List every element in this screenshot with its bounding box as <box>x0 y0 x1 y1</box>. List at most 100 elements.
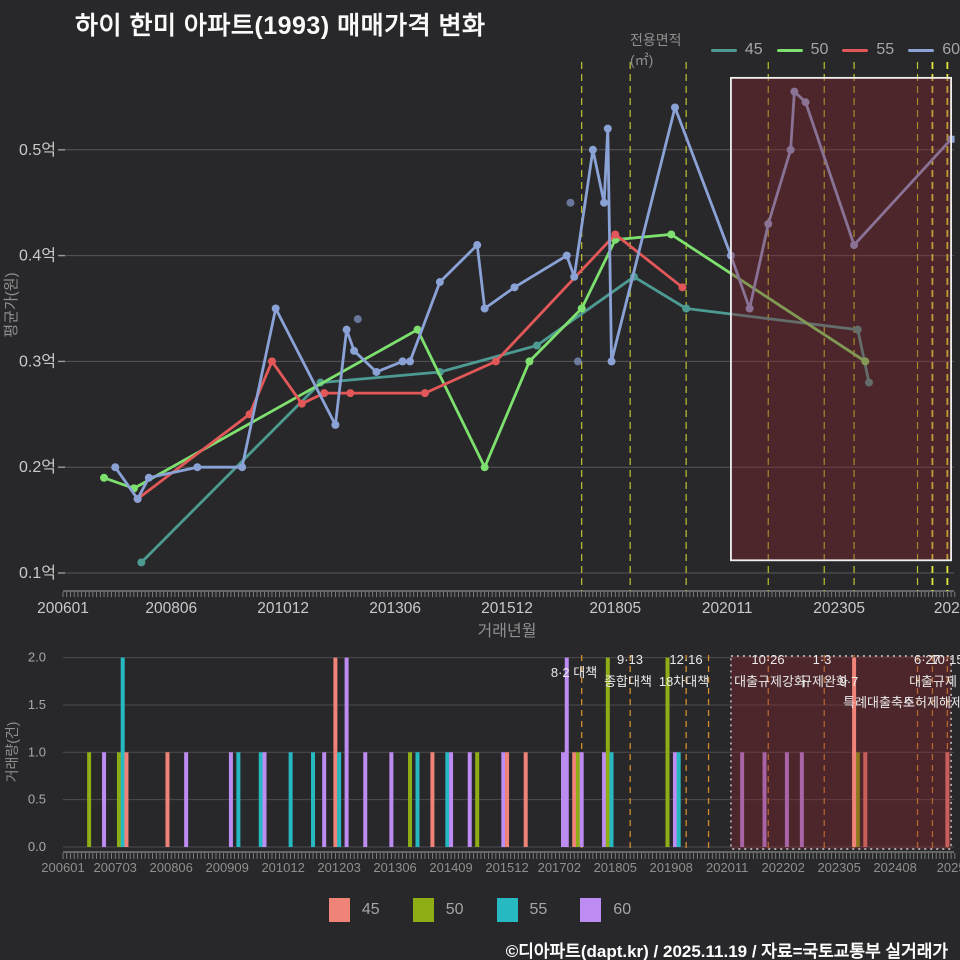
data-point-60[interactable] <box>510 283 519 292</box>
data-point-55[interactable] <box>420 389 429 398</box>
volume-bar-60[interactable] <box>672 752 677 847</box>
data-point-60[interactable] <box>480 304 489 313</box>
data-point-55[interactable] <box>267 357 276 366</box>
volume-bar-45[interactable] <box>505 752 510 847</box>
data-point-60[interactable] <box>372 367 381 376</box>
data-point-50[interactable] <box>667 230 676 239</box>
volume-bar-55[interactable] <box>311 752 316 847</box>
data-point-50[interactable] <box>100 473 109 482</box>
volume-bar-45[interactable] <box>165 752 170 847</box>
volume-bar-55[interactable] <box>609 752 614 847</box>
volume-bar-60[interactable] <box>449 752 454 847</box>
volume-bar-45[interactable] <box>572 752 577 847</box>
data-point-60[interactable] <box>670 103 679 112</box>
lone-data-point-60[interactable] <box>566 198 575 207</box>
volume-bar-60[interactable] <box>564 657 569 847</box>
lone-data-point-60[interactable] <box>353 315 362 324</box>
data-point-60[interactable] <box>144 473 153 482</box>
data-point-60[interactable] <box>398 357 407 366</box>
volume-bar-60[interactable] <box>363 752 368 847</box>
data-point-60[interactable] <box>238 463 247 472</box>
data-point-60[interactable] <box>133 494 142 503</box>
bar-legend-item-50[interactable]: 50 <box>412 898 464 922</box>
volume-bar-60[interactable] <box>467 752 472 847</box>
data-point-45[interactable] <box>137 558 146 567</box>
lone-data-point-60[interactable] <box>573 357 582 366</box>
volume-bar-45[interactable] <box>333 657 338 847</box>
legend-item-60[interactable]: 60 <box>908 41 960 59</box>
volume-bar-60[interactable] <box>602 752 607 847</box>
data-point-60[interactable] <box>473 241 482 250</box>
volume-bar-55[interactable] <box>258 752 263 847</box>
data-point-60[interactable] <box>745 304 754 313</box>
data-point-60[interactable] <box>588 145 597 154</box>
data-point-45[interactable] <box>532 341 541 350</box>
volume-bar-60[interactable] <box>184 752 189 847</box>
data-point-60[interactable] <box>570 272 579 281</box>
volume-bar-60[interactable] <box>322 752 327 847</box>
data-point-55[interactable] <box>491 357 500 366</box>
volume-bar-55[interactable] <box>337 752 342 847</box>
volume-bar-45[interactable] <box>852 657 857 847</box>
data-point-60[interactable] <box>801 98 810 107</box>
data-point-55[interactable] <box>297 399 306 408</box>
volume-bar-50[interactable] <box>575 752 580 847</box>
volume-bar-45[interactable] <box>945 752 950 847</box>
data-point-55[interactable] <box>346 389 355 398</box>
data-point-60[interactable] <box>435 278 444 287</box>
data-point-60[interactable] <box>790 87 799 96</box>
volume-bar-45[interactable] <box>430 752 435 847</box>
volume-bar-60[interactable] <box>102 752 107 847</box>
data-point-60[interactable] <box>350 346 359 355</box>
bar-legend-item-60[interactable]: 60 <box>580 898 631 922</box>
data-point-55[interactable] <box>678 283 687 292</box>
volume-bar-60[interactable] <box>228 752 233 847</box>
data-point-50[interactable] <box>861 357 870 366</box>
data-point-45[interactable] <box>865 378 874 387</box>
data-point-50[interactable] <box>413 325 422 334</box>
volume-bar-50[interactable] <box>665 657 670 847</box>
volume-bar-55[interactable] <box>236 752 241 847</box>
volume-bar-60[interactable] <box>389 752 394 847</box>
volume-bar-55[interactable] <box>288 752 293 847</box>
legend-item-50[interactable]: 50 <box>776 41 828 59</box>
data-point-60[interactable] <box>600 198 609 207</box>
data-point-60[interactable] <box>603 124 612 133</box>
data-point-60[interactable] <box>850 241 859 250</box>
volume-bar-60[interactable] <box>501 752 506 847</box>
data-point-60[interactable] <box>111 463 120 472</box>
volume-bar-60[interactable] <box>762 752 767 847</box>
volume-bar-55[interactable] <box>676 752 681 847</box>
data-point-50[interactable] <box>577 304 586 313</box>
volume-bar-50[interactable] <box>475 752 480 847</box>
volume-bar-45[interactable] <box>863 752 868 847</box>
data-point-45[interactable] <box>853 325 862 334</box>
data-point-50[interactable] <box>480 463 489 472</box>
legend-item-45[interactable]: 45 <box>710 41 763 59</box>
volume-bar-45[interactable] <box>124 752 129 847</box>
data-point-60[interactable] <box>271 304 280 313</box>
data-point-60[interactable] <box>193 463 202 472</box>
volume-bar-60[interactable] <box>740 752 745 847</box>
data-point-60[interactable] <box>331 420 340 429</box>
volume-bar-50[interactable] <box>605 657 610 847</box>
volume-bar-50[interactable] <box>408 752 413 847</box>
volume-bar-50[interactable] <box>855 752 860 847</box>
data-point-60[interactable] <box>607 357 616 366</box>
data-point-60[interactable] <box>342 325 351 334</box>
bar-legend-item-45[interactable]: 45 <box>328 898 380 922</box>
volume-bar-45[interactable] <box>523 752 528 847</box>
data-point-55[interactable] <box>320 389 329 398</box>
volume-bar-50[interactable] <box>116 752 121 847</box>
volume-bar-50[interactable] <box>87 752 92 847</box>
volume-bar-55[interactable] <box>415 752 420 847</box>
data-point-60[interactable] <box>406 357 415 366</box>
volume-bar-60[interactable] <box>561 752 566 847</box>
volume-bar-55[interactable] <box>120 657 125 847</box>
volume-bar-60[interactable] <box>784 752 789 847</box>
data-point-60[interactable] <box>562 251 571 260</box>
volume-bar-55[interactable] <box>445 752 450 847</box>
data-point-60[interactable] <box>786 145 795 154</box>
legend-item-55[interactable]: 55 <box>842 41 894 59</box>
volume-bar-60[interactable] <box>579 752 584 847</box>
